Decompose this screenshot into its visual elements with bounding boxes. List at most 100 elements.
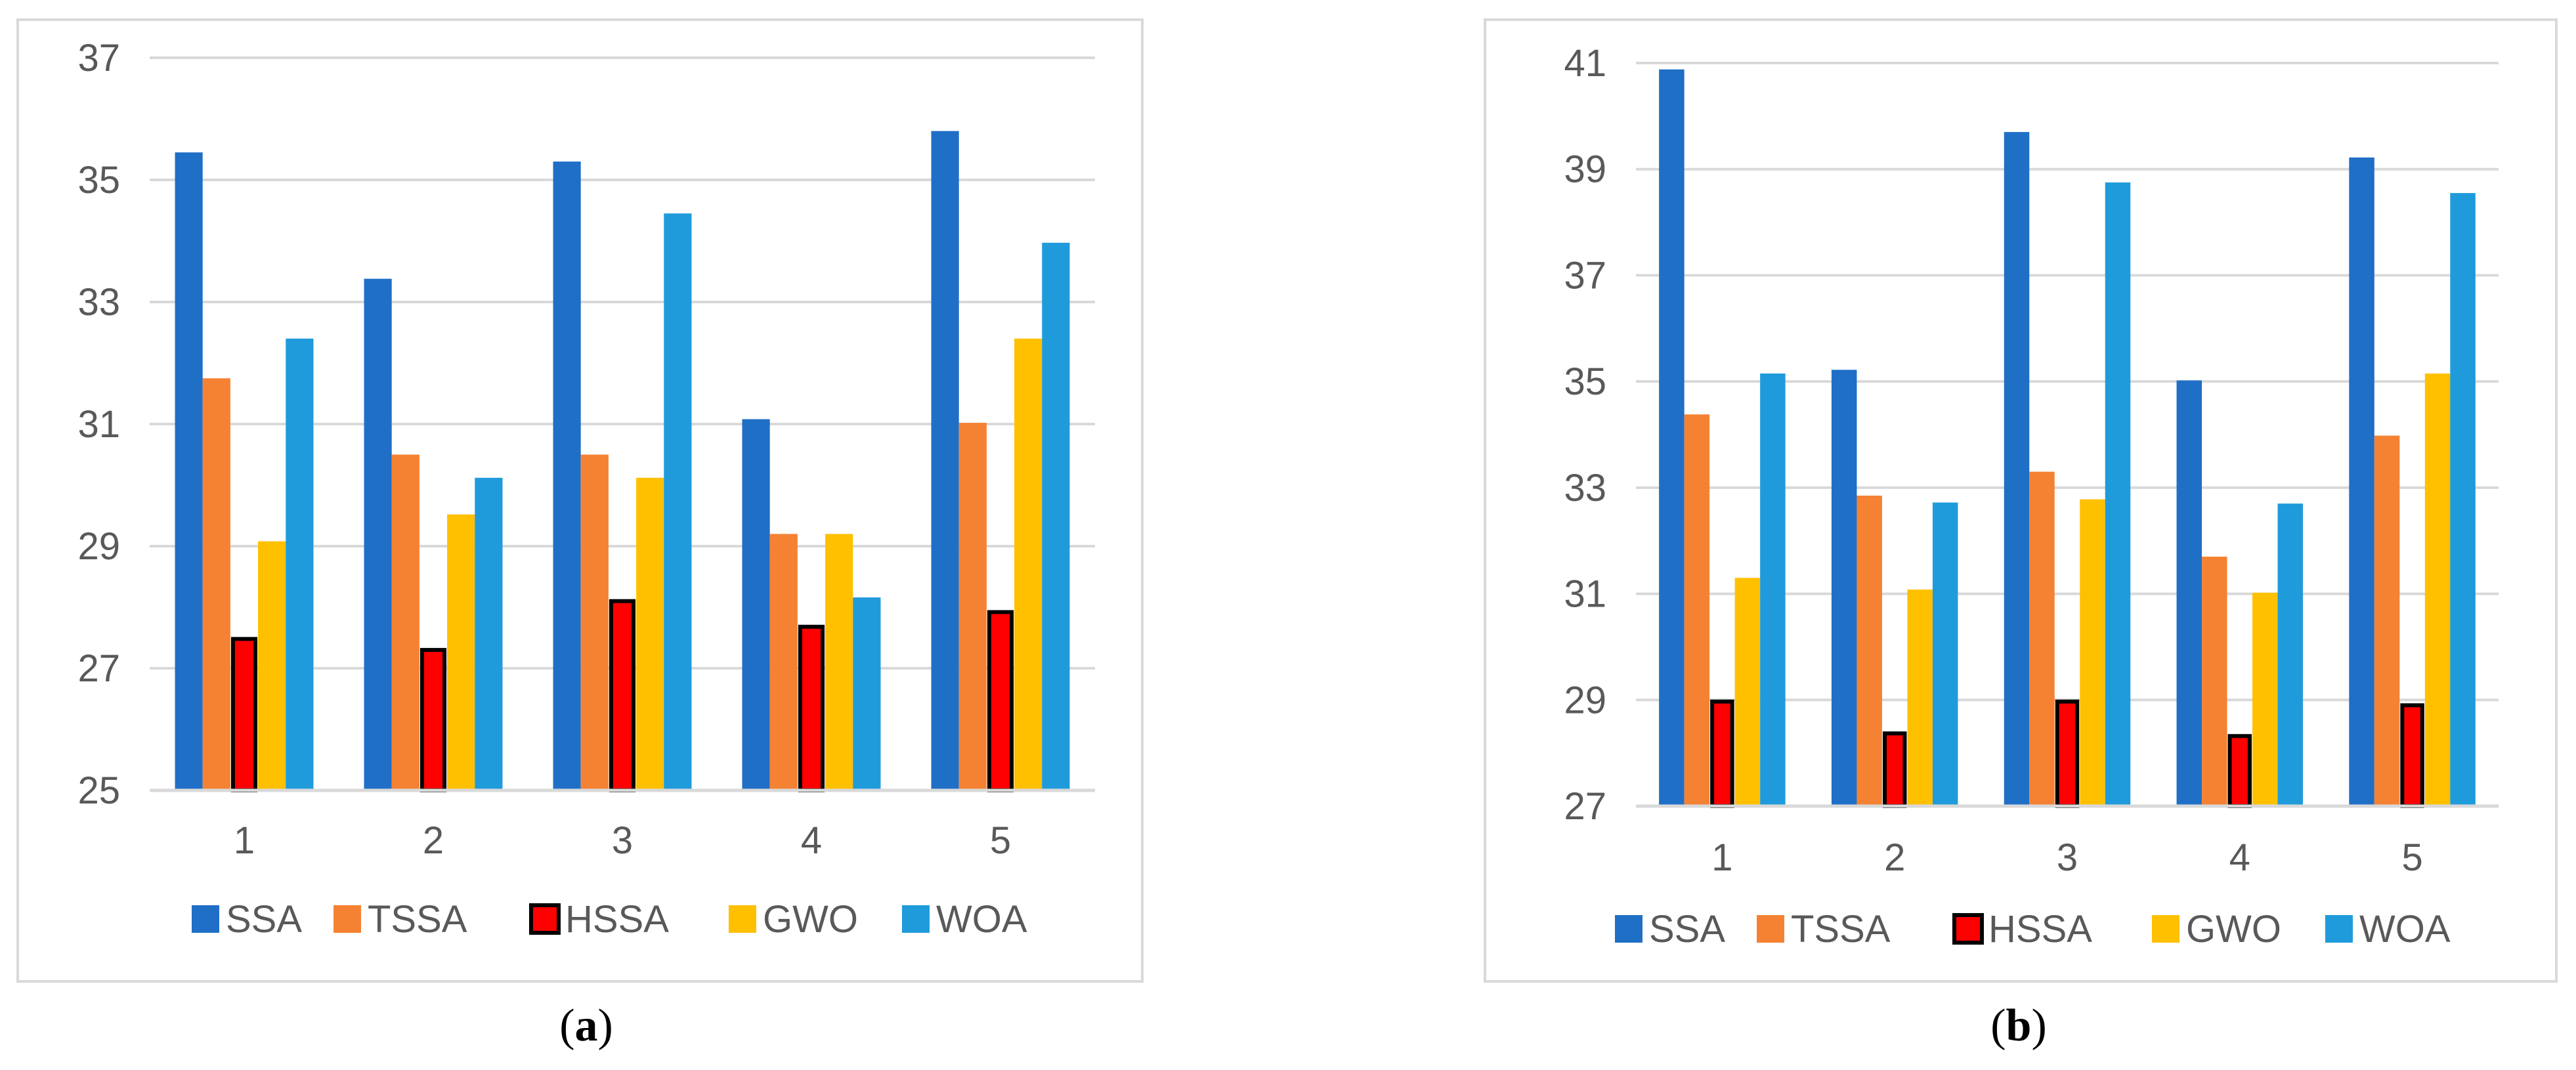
chart-a-bar-hssa-3 [609,599,636,792]
chart-a-legend-label-hssa: HSSA [565,898,669,941]
chart-b-bar-ssa-2 [1831,370,1857,806]
chart-a-bar-woa-2 [475,477,503,790]
chart-a-legend: SSA TSSA HSSA GWO WOA [192,898,1027,941]
chart-b-y-tick-27: 27 [1564,785,1606,828]
chart-b-legend-label-woa: WOA [2359,908,2451,951]
chart-b-bar-hssa-5 [2400,703,2424,809]
chart-b-legend-label-gwo: GWO [2186,908,2281,951]
chart-a-legend-swatch-ssa [192,905,219,933]
chart-b-bar-gwo-4 [2252,592,2278,806]
chart-b-legend-swatch-ssa [1615,915,1642,943]
chart-b-bar-gwo-5 [2424,374,2451,806]
chart-b-bar-woa-3 [2105,182,2131,806]
chart-b-x-tick-3: 3 [2057,836,2078,879]
caption-a-letter: a [575,1000,598,1051]
chart-a-y-tick-25: 25 [77,769,120,812]
chart-b-bar-tssa-2 [1857,495,1882,806]
chart-a-y-tick-33: 33 [77,281,120,324]
chart-b-y-tick-29: 29 [1564,679,1606,721]
chart-a-bar-woa-4 [853,597,881,790]
chart-a-bar-gwo-1 [258,541,286,790]
chart-panel-b: 27 29 31 33 35 37 39 41 1 2 3 4 5 SSA TSSA HSSA GWO WOA… [1484,18,2558,1051]
chart-b-x-tick-5: 5 [2401,836,2422,879]
chart-b-bar-woa-5 [2450,193,2476,807]
chart-a-y-tick-29: 29 [77,525,120,568]
chart-a-bar-tssa-3 [580,454,609,790]
chart-a-bar-gwo-4 [825,534,853,790]
chart-b-x-tick-2: 2 [1884,836,1905,879]
chart-panel-a: 25 27 29 31 33 35 37 1 2 3 4 5 SSA TSSA HSSA GWO WOA (… [16,18,1144,1051]
chart-b-bar-hssa-2 [1882,731,1907,808]
chart-b-y-tick-33: 33 [1564,467,1606,509]
chart-b-x-tick-1: 1 [1711,836,1732,879]
chart-b-bars [1659,69,2476,809]
chart-b-y-ticks: 27 29 31 33 35 37 39 41 [1564,42,1606,828]
caption-b: (b) [1990,1000,2047,1051]
chart-a-bar-gwo-3 [636,477,664,790]
chart-a-y-tick-35: 35 [77,159,120,202]
chart-b-y-tick-35: 35 [1564,360,1606,403]
chart-b-legend: SSA TSSA HSSA GWO WOA [1615,908,2451,951]
chart-b-legend-swatch-tssa [1757,915,1784,943]
chart-a-legend-swatch-woa [902,905,930,933]
chart-b-bar-tssa-4 [2202,556,2227,806]
chart-a-legend-label-woa: WOA [936,898,1027,941]
chart-b-bar-ssa-3 [2004,132,2030,807]
chart-a-bar-tssa-2 [391,454,419,790]
chart-b-bar-tssa-5 [2374,435,2400,806]
chart-a-legend-swatch-hssa [529,903,561,935]
chart-b-bar-hssa-3 [2055,699,2080,808]
chart-a-legend-label-gwo: GWO [763,898,858,941]
chart-b-legend-swatch-hssa [1952,913,1984,945]
chart-b-bar-woa-1 [1760,374,1786,806]
chart-a-y-tick-31: 31 [77,403,120,446]
chart-a-x-tick-4: 4 [801,819,822,862]
chart-a-bar-tssa-4 [769,534,798,790]
chart-b-bar-gwo-3 [2080,499,2105,806]
chart-a-bar-ssa-4 [742,419,770,790]
chart-b-bar-ssa-1 [1659,69,1685,806]
chart-a-x-tick-2: 2 [423,819,444,862]
chart-a-bar-tssa-5 [958,423,987,790]
chart-a-y-tick-27: 27 [77,647,120,690]
chart-b-legend-label-ssa: SSA [1649,908,1725,951]
chart-b-bar-tssa-3 [2029,471,2055,806]
chart-a-bar-hssa-2 [419,648,447,792]
chart-b-x-ticks: 1 2 3 4 5 [1636,804,2499,879]
chart-a-y-tick-37: 37 [77,37,120,79]
chart-a-legend-label-tssa: TSSA [368,898,467,941]
chart-a-x-tick-1: 1 [234,819,255,862]
chart-a-bar-hssa-1 [230,637,258,792]
caption-b-letter: b [2006,1000,2032,1051]
chart-b-y-tick-39: 39 [1564,148,1606,191]
chart-b-bar-tssa-1 [1684,414,1710,806]
chart-a-bar-tssa-1 [202,378,230,790]
chart-a-bars [175,131,1070,793]
chart-b-bar-gwo-2 [1907,589,1933,806]
chart-a-bar-gwo-2 [447,514,475,790]
chart-b-y-tick-41: 41 [1564,42,1606,85]
chart-a-bar-hssa-4 [798,624,825,793]
chart-a-legend-label-ssa: SSA [226,898,302,941]
chart-a-y-ticks: 25 27 29 31 33 35 37 [77,37,120,812]
chart-a-x-tick-5: 5 [990,819,1011,862]
chart-b-bar-woa-4 [2277,503,2304,806]
chart-a-bar-ssa-5 [931,131,959,791]
chart-a-x-tick-3: 3 [612,819,633,862]
chart-b-bar-hssa-4 [2227,734,2252,808]
chart-a-bar-woa-1 [286,338,314,790]
chart-a-legend-swatch-gwo [729,905,756,933]
chart-b-bar-woa-2 [1932,502,1958,806]
chart-b-bar-gwo-1 [1734,578,1761,806]
chart-a-legend-swatch-tssa [333,905,361,933]
chart-a-x-ticks: 1 2 3 4 5 [150,788,1095,862]
chart-a-bar-ssa-1 [175,152,203,790]
chart-a-bar-gwo-5 [1014,338,1042,790]
caption-a: (a) [559,1000,613,1051]
chart-b-bar-ssa-4 [2176,380,2202,806]
chart-b-legend-label-tssa: TSSA [1791,908,1891,951]
chart-b-bar-ssa-5 [2349,157,2374,806]
chart-a-bar-hssa-5 [987,610,1014,792]
chart-a-bar-ssa-2 [364,278,392,790]
